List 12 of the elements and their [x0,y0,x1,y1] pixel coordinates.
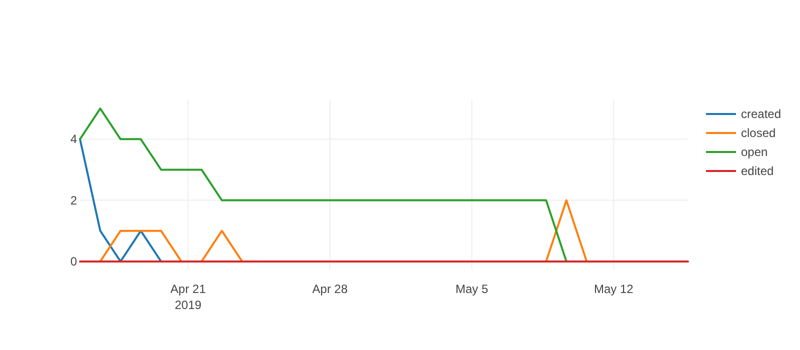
x-tick-label: Apr 21 2019 [170,282,206,312]
legend-label: closed [741,126,776,140]
y-tick-label: 4 [70,132,78,146]
x-tick-label: May 12 [594,282,634,296]
x-tick-label: May 5 [455,282,488,296]
y-tick-label: 0 [70,254,78,268]
x-tick-label: Apr 28 [312,282,348,296]
y-tick-label: 2 [70,193,78,208]
legend-label: open [741,145,768,159]
legend-label: created [741,107,782,121]
line-series [79,108,568,262]
legend-label: edited [741,164,774,178]
